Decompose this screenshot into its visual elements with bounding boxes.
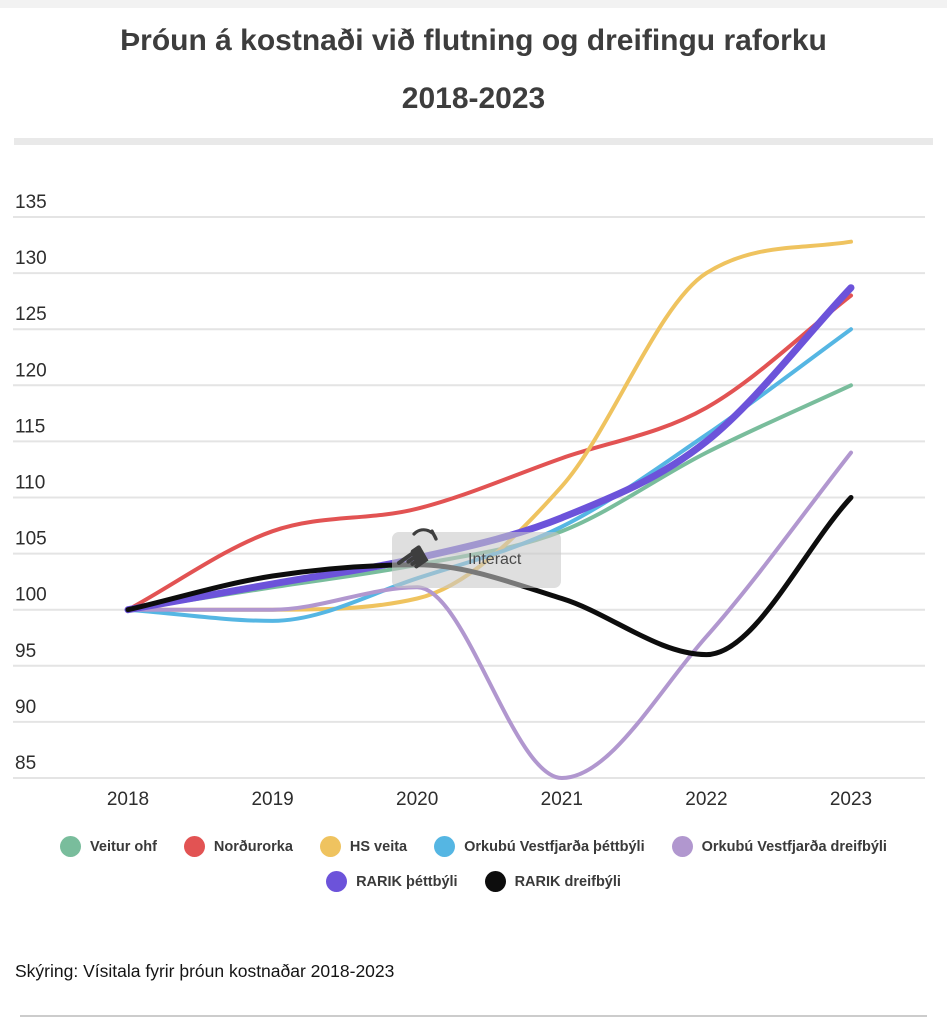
legend-item: RARIK dreifbýli <box>484 871 621 892</box>
legend-item: Orkubú Vestfjarða dreifbýli <box>671 836 887 857</box>
legend-label: Norðurorka <box>213 838 293 855</box>
y-tick-label: 115 <box>15 416 45 437</box>
x-tick-label: 2019 <box>251 789 293 810</box>
rotate-arrow-icon <box>412 528 438 541</box>
y-tick-label: 85 <box>15 753 36 774</box>
y-tick-label: 125 <box>15 304 47 325</box>
page-subtitle: 2018-2023 <box>401 82 546 115</box>
y-tick-label: 135 <box>15 192 47 213</box>
y-tick-label: 95 <box>15 641 36 662</box>
line-chart-canvas[interactable]: 135 130 125 120 115 110 105 100 95 90 85 2018 2019 20… <box>0 180 947 830</box>
legend-item: Orkubú Vestfjarða þéttbýli <box>434 836 645 857</box>
x-tick-label: 2021 <box>541 789 583 810</box>
page-title: Þróun á kostnaði við flutning og dreifin… <box>120 24 827 57</box>
legend-dot-icon <box>60 836 82 857</box>
legend-dot-icon <box>183 836 205 857</box>
legend-item: Veitur ohf <box>60 836 157 857</box>
y-tick-label: 105 <box>15 529 47 550</box>
legend-item: RARIK þéttbýli <box>326 871 458 892</box>
y-tick-label: 120 <box>15 360 47 381</box>
legend-item: Norðurorka <box>183 836 293 857</box>
x-tick-label: 2018 <box>107 789 149 810</box>
legend-dot-icon <box>434 836 456 857</box>
legend-label: RARIK þéttbýli <box>356 873 458 890</box>
bottom-divider <box>20 1015 927 1017</box>
x-tick-label: 2020 <box>396 789 438 810</box>
legend: Veitur ohf Norðurorka HS veita Orkubú Vestf… <box>0 836 947 892</box>
x-tick-label: 2023 <box>830 789 872 810</box>
legend-dot-icon <box>671 836 693 857</box>
legend-label: Veitur ohf <box>90 838 157 855</box>
legend-item: HS veita <box>319 836 408 857</box>
legend-dot-icon <box>484 871 506 892</box>
legend-label: HS veita <box>349 838 408 855</box>
title-divider <box>14 138 933 145</box>
interact-label: Interact <box>468 551 522 568</box>
x-tick-label: 2022 <box>685 789 727 810</box>
hand-pointer-glyph: ☚ <box>392 532 441 590</box>
legend-label: Orkubú Vestfjarða þéttbýli <box>464 838 645 855</box>
series-line-orkub-vestfjar-a-dreifb-li <box>126 450 853 780</box>
series-line-nor-urorka <box>126 293 853 612</box>
legend-label: RARIK dreifbýli <box>514 873 621 890</box>
legend-dot-icon <box>326 871 348 892</box>
top-strip <box>0 0 947 8</box>
y-tick-label: 130 <box>15 248 47 269</box>
legend-row: RARIK þéttbýli RARIK dreifbýli <box>326 871 621 892</box>
y-tick-label: 110 <box>15 473 45 494</box>
legend-dot-icon <box>319 836 341 857</box>
interact-overlay-button[interactable]: ☚ Interact <box>385 528 561 590</box>
y-tick-label: 90 <box>15 697 36 718</box>
legend-row: Veitur ohf Norðurorka HS veita Orkubú Vestf… <box>60 836 887 857</box>
legend-label: Orkubú Vestfjarða dreifbýli <box>701 838 887 855</box>
y-tick-label: 100 <box>15 585 47 606</box>
footnote: Skýring: Vísitala fyrir þróun kostnaðar … <box>15 961 395 981</box>
